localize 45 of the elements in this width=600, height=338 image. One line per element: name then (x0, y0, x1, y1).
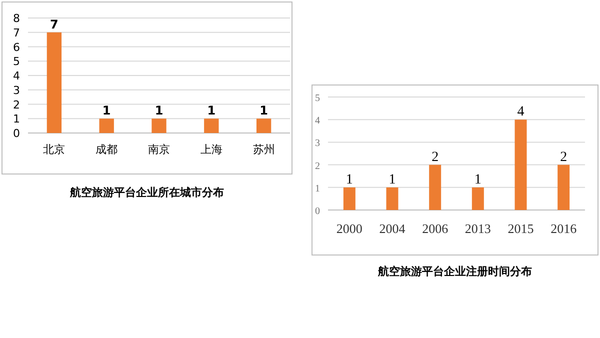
data-label: 2 (560, 150, 568, 165)
y-tick-label: 0 (315, 206, 320, 217)
data-label: 1 (154, 104, 164, 118)
x-tick-label: 2013 (464, 221, 491, 236)
x-tick-label: 南京 (148, 143, 170, 156)
data-label: 1 (102, 104, 111, 118)
data-label: 1 (260, 104, 268, 118)
x-tick-label: 2000 (336, 221, 362, 236)
y-tick-label: 3 (315, 138, 320, 150)
x-tick-label: 2015 (508, 221, 534, 236)
y-tick-label: 5 (315, 93, 320, 104)
bar (429, 164, 442, 210)
y-tick-label: 1 (13, 112, 20, 126)
y-tick-label: 0 (13, 127, 20, 140)
y-tick-label: 6 (13, 40, 20, 54)
y-tick-label: 7 (13, 26, 20, 40)
y-tick-label: 1 (315, 183, 320, 194)
data-label: 1 (207, 104, 216, 118)
x-tick-label: 成都 (96, 143, 118, 156)
y-tick-label: 4 (13, 70, 20, 82)
text: 航空旅游平台企业所在城市分布 (69, 186, 224, 199)
bar (386, 187, 398, 210)
text: 航空旅游平台企业注册时间分布 (377, 265, 532, 278)
y-tick-label: 2 (13, 98, 20, 112)
data-label: 4 (517, 104, 524, 120)
bar (472, 187, 484, 210)
x-tick-label: 上海 (200, 143, 222, 156)
y-tick-label: 4 (315, 116, 320, 127)
x-tick-label: 2004 (379, 221, 406, 236)
x-tick-label: 苏州 (252, 143, 275, 156)
x-tick-label: 2016 (550, 221, 578, 236)
bar (343, 187, 356, 210)
y-tick-label: 3 (13, 84, 20, 97)
y-tick-label: 8 (13, 12, 20, 25)
bar (514, 120, 527, 210)
y-tick-label: 2 (315, 160, 320, 172)
data-label: 1 (388, 172, 396, 188)
data-label: 2 (432, 150, 439, 165)
data-label: 1 (346, 172, 353, 188)
x-tick-label: 2006 (422, 221, 449, 236)
data-label: 7 (50, 17, 58, 32)
bar (558, 164, 570, 210)
x-tick-label: 北京 (43, 143, 66, 156)
data-label: 1 (474, 172, 482, 188)
y-tick-label: 5 (13, 55, 20, 68)
